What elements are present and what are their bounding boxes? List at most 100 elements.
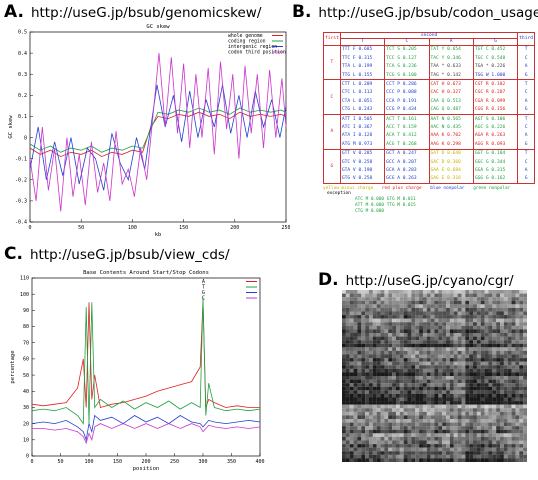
cgr-cell — [523, 401, 527, 405]
cgr-cell — [461, 436, 466, 441]
cgr-cell — [457, 379, 462, 384]
cgr-cell — [496, 451, 501, 455]
cgr-cell — [388, 422, 393, 427]
cgr-cell — [399, 393, 404, 398]
cgr-cell — [515, 433, 520, 437]
cgr-cell — [449, 451, 454, 455]
cgr-cell — [469, 325, 474, 330]
x-tick-label: 50 — [57, 459, 63, 465]
cgr-cell — [480, 426, 485, 430]
cgr-cell — [357, 354, 362, 359]
cgr-cell — [349, 347, 354, 351]
cgr-cell — [361, 358, 366, 362]
cgr-cell — [473, 454, 477, 459]
cgr-image — [342, 290, 527, 462]
panel-d-url[interactable]: http://useG.jp/cyano/cgr/ — [345, 273, 514, 289]
cgr-cell — [372, 354, 377, 359]
cgr-cell — [353, 336, 358, 341]
cgr-cell — [419, 433, 423, 437]
panel-a-url[interactable]: http://useG.jp/bsub/genomicskew/ — [30, 5, 262, 21]
cgr-cell — [342, 343, 346, 348]
cgr-cell — [419, 322, 423, 326]
cgr-cell — [500, 440, 504, 445]
cgr-cell — [422, 297, 427, 301]
cgr-cell — [523, 386, 527, 391]
cgr-cell — [372, 307, 377, 312]
cgr-cell — [500, 397, 504, 402]
cgr-cell — [349, 365, 354, 369]
cgr-cell — [345, 336, 350, 341]
cgr-cell — [492, 451, 497, 455]
cgr-cell — [403, 304, 408, 308]
cgr-cell — [380, 386, 385, 391]
cgr-cell — [469, 361, 474, 366]
cgr-cell — [345, 333, 350, 337]
cgr-cell — [380, 361, 385, 366]
cgr-cell — [438, 350, 443, 355]
cgr-cell — [430, 376, 435, 380]
cgr-cell — [473, 358, 477, 362]
cgr-cell — [484, 361, 489, 366]
cgr-cell — [419, 426, 423, 430]
cgr-cell — [361, 304, 366, 308]
cgr-cell — [473, 404, 477, 409]
cgr-cell — [415, 318, 420, 323]
cgr-cell — [403, 297, 408, 301]
cgr-cell — [430, 444, 435, 448]
cgr-cell — [519, 318, 524, 323]
y-tick-label: 80 — [23, 324, 29, 330]
cgr-cell — [419, 318, 423, 323]
panel-b-url[interactable]: http://useG.jp/bsub/codon_usage/ — [318, 5, 538, 21]
cgr-cell — [457, 451, 462, 455]
cgr-cell — [353, 343, 358, 348]
cgr-cell — [380, 458, 385, 462]
cgr-cell — [500, 304, 504, 308]
cgr-cell — [473, 372, 477, 377]
cgr-cell — [384, 408, 389, 412]
cgr-cell — [395, 350, 400, 355]
cgr-cell — [519, 415, 524, 420]
cgr-cell — [399, 293, 404, 298]
cgr-cell — [392, 401, 396, 405]
cgr-cell — [484, 315, 489, 319]
cgr-cell — [368, 458, 373, 462]
cgr-cell — [446, 404, 450, 409]
cgr-cell — [384, 343, 389, 348]
cgr-cell — [361, 408, 366, 412]
cgr-cell — [372, 322, 377, 326]
cgr-cell — [500, 458, 504, 462]
cgr-cell — [523, 300, 527, 305]
cgr-cell — [353, 293, 358, 298]
cgr-cell — [453, 318, 458, 323]
cgr-cell — [353, 433, 358, 437]
cgr-cell — [507, 304, 512, 308]
cgr-cell — [411, 433, 416, 437]
codon-entry: GAT D 0.640 — [430, 151, 461, 157]
panel-c-url[interactable]: http://useG.jp/bsub/view_cds/ — [29, 247, 230, 263]
cgr-cell — [361, 451, 366, 455]
cgr-cell — [465, 404, 470, 409]
cgr-cell — [519, 393, 524, 398]
cgr-cell — [419, 404, 423, 409]
cgr-cell — [361, 419, 366, 423]
cgr-cell — [434, 408, 439, 412]
cgr-cell — [492, 429, 497, 434]
cgr-cell — [411, 408, 416, 412]
cgr-cell — [449, 300, 454, 305]
cgr-cell — [488, 426, 493, 430]
cgr-cell — [376, 397, 381, 402]
cgr-cell — [496, 393, 501, 398]
cgr-cell — [419, 390, 423, 394]
cgr-cell — [507, 390, 512, 394]
cgr-cell — [407, 361, 412, 366]
cgr-cell — [395, 304, 400, 308]
cgr-cell — [461, 347, 466, 351]
cgr-cell — [368, 365, 373, 369]
cgr-cell — [457, 404, 462, 409]
cgr-cell — [453, 451, 458, 455]
cgr-cell — [442, 354, 447, 359]
cgr-cell — [469, 311, 474, 316]
cgr-cell — [503, 447, 508, 452]
cgr-cell — [473, 336, 477, 341]
cgr-cell — [426, 429, 431, 434]
